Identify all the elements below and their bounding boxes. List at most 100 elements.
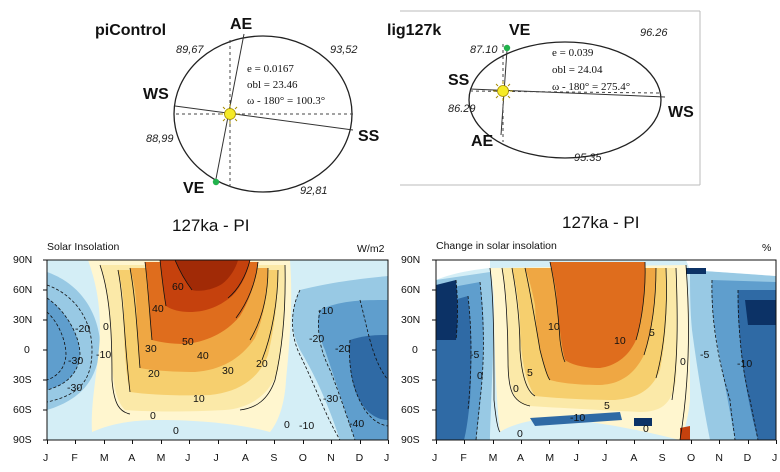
- x-tick-label: O: [687, 452, 696, 464]
- x-tick-label: S: [658, 452, 666, 464]
- x-tick-mark: [331, 440, 333, 444]
- x-tick-mark: [691, 440, 692, 444]
- x-tick-label: F: [460, 452, 467, 464]
- contour-label: -20: [309, 333, 325, 345]
- x-tick-mark: [634, 440, 636, 444]
- x-tick-mark: [160, 440, 162, 444]
- map-title: Solar Insolation: [47, 241, 120, 253]
- contour-label: 20: [256, 358, 268, 370]
- insolation-map: [43, 259, 389, 441]
- x-tick-mark: [132, 440, 134, 444]
- contour-label: 40: [197, 350, 209, 362]
- y-tick-label: 0: [24, 344, 30, 356]
- y-tick-label: 60S: [401, 404, 420, 416]
- x-tick-mark: [274, 440, 276, 444]
- season-label-ws: WS: [668, 104, 694, 121]
- contour-label: 10: [614, 335, 626, 347]
- x-tick-mark: [103, 440, 105, 444]
- orbit-ellipse-svg: [173, 33, 354, 193]
- x-tick-mark: [189, 440, 191, 444]
- contour-label: 0: [680, 356, 686, 368]
- contour-label: 30: [145, 343, 157, 355]
- duration-label: 86.29: [448, 103, 476, 115]
- map-units: W/m2: [357, 243, 385, 255]
- x-tick-label: J: [384, 452, 390, 464]
- contour-label: -5: [470, 349, 480, 361]
- x-tick-mark: [217, 440, 219, 444]
- y-tick-label: 30S: [13, 374, 32, 386]
- contour-label: 0: [517, 428, 523, 440]
- x-tick-label: D: [355, 452, 364, 464]
- season-label-ss: SS: [358, 128, 380, 145]
- y-tick-label: 30S: [401, 374, 420, 386]
- y-tick-label: 60N: [401, 284, 421, 296]
- x-tick-label: J: [772, 452, 778, 464]
- x-tick-label: N: [715, 452, 723, 464]
- contour-label: 5: [604, 400, 610, 412]
- contour-label: 0: [173, 425, 179, 437]
- orbit-title: piControl: [95, 22, 167, 39]
- contour-label: -10: [318, 305, 334, 317]
- contour-label: 30: [222, 365, 234, 377]
- x-tick-label: M: [545, 452, 555, 464]
- season-label-ae: AE: [230, 16, 253, 33]
- map-units: %: [762, 242, 772, 254]
- duration-label: 95.35: [574, 152, 602, 164]
- x-tick-label: O: [298, 452, 307, 464]
- y-tick-label: 90N: [13, 254, 33, 266]
- orbital-param: obl = 24.04: [552, 64, 603, 76]
- y-tick-label: 60S: [13, 404, 32, 416]
- orbital-param: ω - 180° = 100.3°: [247, 95, 326, 107]
- x-tick-mark: [747, 440, 749, 444]
- map-title: Change in solar insolation: [436, 240, 557, 252]
- x-tick-label: A: [630, 452, 638, 464]
- orbit-diagram-left: piControl AE WS SS VE 89,67 93,52 88,99 …: [0, 0, 400, 205]
- y-tick-label: 90S: [13, 434, 32, 446]
- duration-label: 89,67: [176, 44, 204, 56]
- contour-label: -10: [299, 420, 315, 432]
- contour-label: 40: [152, 303, 164, 315]
- orbital-param: e = 0.039: [552, 47, 594, 59]
- duration-label: 88,99: [146, 133, 174, 145]
- x-tick-label: J: [43, 452, 49, 464]
- contour-label: -10: [570, 412, 586, 424]
- orbital-param: ω - 180° = 275.4°: [552, 81, 631, 93]
- contour-label: 10: [548, 321, 560, 333]
- x-tick-mark: [245, 440, 247, 444]
- x-tick-label: A: [128, 452, 136, 464]
- x-tick-mark: [75, 440, 77, 444]
- contour-label: 5: [649, 327, 655, 339]
- earth-marker: [212, 178, 220, 186]
- x-tick-label: A: [517, 452, 525, 464]
- orbital-param: obl = 23.46: [247, 79, 298, 91]
- season-axis-ws-ss: [174, 105, 354, 131]
- contour-label: 50: [182, 336, 194, 348]
- orbital-param: e = 0.0167: [247, 63, 294, 75]
- contour-label: -30: [68, 355, 84, 367]
- x-tick-mark: [464, 440, 466, 444]
- contour-label: 0: [643, 423, 649, 435]
- x-tick-mark: [492, 440, 494, 444]
- contour-label: -10: [737, 358, 753, 370]
- y-tick-label: 90N: [401, 254, 421, 266]
- x-tick-label: J: [432, 452, 438, 464]
- x-tick-label: J: [213, 452, 219, 464]
- earth-marker: [503, 44, 511, 52]
- x-tick-mark: [302, 440, 304, 444]
- sun-icon: [220, 104, 240, 124]
- y-tick-label: 90S: [401, 434, 420, 446]
- x-tick-mark: [662, 440, 664, 444]
- season-label-ve: VE: [183, 180, 205, 197]
- contour-label: -30: [67, 382, 83, 394]
- orbit-ellipse: [468, 41, 662, 159]
- contour-label: 60: [172, 281, 184, 293]
- contour-label: 0: [103, 321, 109, 333]
- change-map: [432, 259, 777, 441]
- x-tick-label: F: [71, 452, 78, 464]
- contour-label: 20: [148, 368, 160, 380]
- y-tick-label: 30N: [13, 314, 33, 326]
- x-tick-mark: [359, 440, 361, 444]
- x-tick-mark: [388, 440, 389, 444]
- sun-icon: [493, 81, 513, 101]
- x-tick-mark: [776, 440, 777, 444]
